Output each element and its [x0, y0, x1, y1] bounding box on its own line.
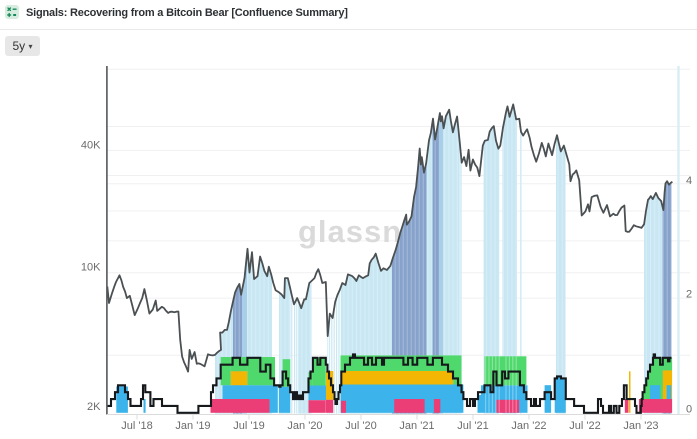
svg-text:Jul '20: Jul '20: [345, 420, 376, 432]
svg-text:Jul '21: Jul '21: [457, 420, 488, 432]
svg-text:Jul '22: Jul '22: [569, 420, 600, 432]
svg-text:Jul '19: Jul '19: [233, 420, 264, 432]
svg-text:4: 4: [686, 175, 692, 187]
svg-text:Jan '23: Jan '23: [623, 420, 658, 432]
svg-text:Jul '18: Jul '18: [121, 420, 152, 432]
svg-text:Jan '22: Jan '22: [511, 420, 546, 432]
svg-text:10K: 10K: [81, 262, 101, 274]
svg-text:2K: 2K: [87, 401, 101, 413]
svg-text:0: 0: [686, 404, 692, 416]
svg-text:Jan '21: Jan '21: [399, 420, 434, 432]
svg-text:Jan '20: Jan '20: [287, 420, 322, 432]
svg-text:Jan '19: Jan '19: [175, 420, 210, 432]
svg-text:2: 2: [686, 289, 692, 301]
svg-text:40K: 40K: [81, 139, 101, 151]
